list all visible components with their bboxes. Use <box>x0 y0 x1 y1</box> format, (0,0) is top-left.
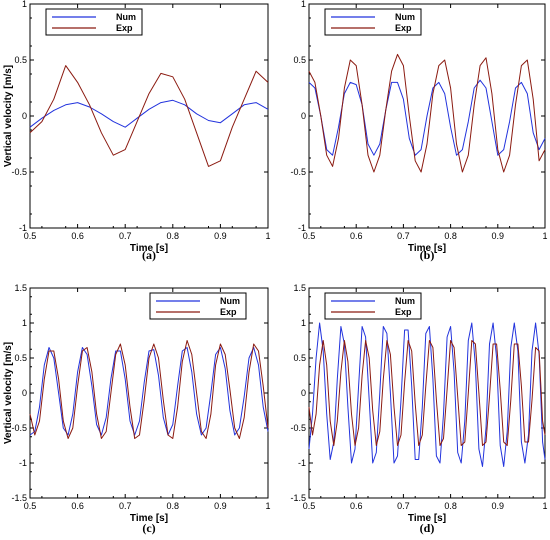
chart-panel-1: 0.5 0.6 0.7 0.8 0.9 1 -1 -0.5 0 0.5 1 Time [s] Verti… <box>3 0 271 262</box>
x-tick-label: 0.6 <box>71 231 84 241</box>
panel-caption: (c) <box>142 521 155 535</box>
legend-label-num: Num <box>395 296 415 306</box>
x-tick-label: 0.6 <box>350 501 363 511</box>
legend-box <box>45 8 143 36</box>
legend-label-num: Num <box>220 296 240 306</box>
y-tick-label: -1 <box>298 223 306 233</box>
x-tick-label: 0.9 <box>214 501 227 511</box>
legend-box <box>324 292 422 320</box>
x-tick-label: 1 <box>265 501 270 511</box>
y-tick-label: 0 <box>22 388 27 398</box>
legend-label-num: Num <box>116 12 136 22</box>
plot-frame <box>308 287 546 499</box>
x-tick-label: 0.7 <box>397 231 410 241</box>
series-line-num <box>308 322 546 467</box>
x-tick-label: 1 <box>542 231 547 241</box>
chart-panel-2: 0.5 0.6 0.7 0.8 0.9 1 -1 -0.5 0 0.5 1 Time [s] NumEx… <box>290 0 547 262</box>
x-tick-label: 0.7 <box>119 231 132 241</box>
y-tick-label: 1 <box>22 0 27 9</box>
chart-panel-3: 0.5 0.6 0.7 0.8 0.9 1 -1.5 -1 -0.5 0 0.5 1 1.5 Time [… <box>3 283 271 535</box>
y-tick-label: 1.5 <box>293 283 306 293</box>
x-tick-label: 1 <box>265 231 270 241</box>
x-tick-label: 0.5 <box>24 501 37 511</box>
x-tick-label: 0.6 <box>71 501 84 511</box>
y-tick-label: -0.5 <box>290 167 306 177</box>
y-tick-label: 0.5 <box>293 353 306 363</box>
panel-caption: (b) <box>420 248 435 262</box>
x-axis-label: Time [s] <box>408 513 446 524</box>
x-tick-label: 0.8 <box>444 501 457 511</box>
x-tick-label: 0.8 <box>167 231 180 241</box>
legend-label-num: Num <box>395 12 415 22</box>
legend-box <box>149 292 247 320</box>
y-axis-label: Vertical velocity [m/s] <box>3 342 14 444</box>
y-tick-label: -0.5 <box>290 423 306 433</box>
series-line-num <box>29 347 269 436</box>
series-line-exp <box>29 340 269 439</box>
y-tick-label: 0.5 <box>14 55 27 65</box>
series-line-exp <box>29 65 269 167</box>
y-axis-label: Vertical velocity [m/s] <box>3 65 14 167</box>
x-tick-label: 0.5 <box>303 501 316 511</box>
x-tick-label: 0.7 <box>119 501 132 511</box>
legend-label-exp: Exp <box>395 307 412 317</box>
series-line-num <box>308 79 546 156</box>
y-tick-label: 0.5 <box>14 353 27 363</box>
y-tick-label: -1 <box>19 458 27 468</box>
x-axis-label: Time [s] <box>130 243 168 254</box>
panel-caption: (a) <box>142 248 156 262</box>
y-tick-label: 0 <box>301 111 306 121</box>
y-tick-label: 0.5 <box>293 55 306 65</box>
x-axis-label: Time [s] <box>130 513 168 524</box>
y-tick-label: 1 <box>301 318 306 328</box>
x-tick-label: 0.6 <box>350 231 363 241</box>
y-tick-label: -1 <box>19 223 27 233</box>
legend-box <box>324 8 422 36</box>
x-tick-label: 0.7 <box>397 501 410 511</box>
y-tick-label: 1.5 <box>14 283 27 293</box>
y-tick-label: 1 <box>301 0 306 9</box>
x-tick-label: 0.5 <box>24 231 37 241</box>
y-tick-label: 0 <box>301 388 306 398</box>
x-tick-label: 0.9 <box>492 501 505 511</box>
x-tick-label: 0.9 <box>492 231 505 241</box>
y-tick-label: 0 <box>22 111 27 121</box>
x-tick-label: 0.8 <box>444 231 457 241</box>
y-tick-label: -1.5 <box>11 493 27 503</box>
series-line-exp <box>308 53 546 173</box>
legend-label-exp: Exp <box>220 307 237 317</box>
x-tick-label: 0.9 <box>214 231 227 241</box>
legend-label-exp: Exp <box>116 23 133 33</box>
plot-frame <box>29 3 269 229</box>
x-axis-label: Time [s] <box>408 243 446 254</box>
series-line-exp <box>308 340 546 446</box>
x-tick-label: 0.8 <box>167 501 180 511</box>
y-tick-label: -1.5 <box>290 493 306 503</box>
legend-label-exp: Exp <box>395 23 412 33</box>
y-tick-label: -0.5 <box>11 423 27 433</box>
series-line-num <box>29 99 269 128</box>
y-tick-label: -0.5 <box>11 167 27 177</box>
panel-caption: (d) <box>420 521 435 535</box>
chart-panel-4: 0.5 0.6 0.7 0.8 0.9 1 -1.5 -1 -0.5 0 0.5 1 1.5 Time [… <box>290 283 547 535</box>
x-tick-label: 1 <box>542 501 547 511</box>
y-tick-label: -1 <box>298 458 306 468</box>
x-tick-label: 0.5 <box>303 231 316 241</box>
y-tick-label: 1 <box>22 318 27 328</box>
